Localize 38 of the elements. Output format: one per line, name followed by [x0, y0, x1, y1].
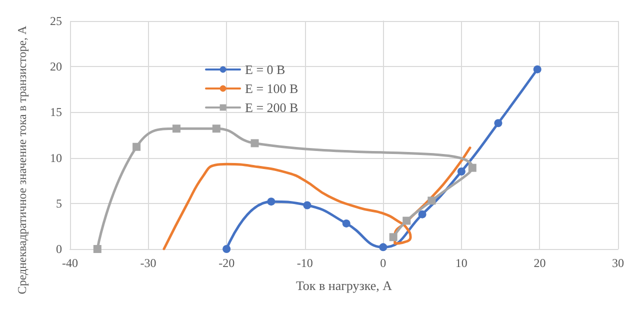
- point: [250, 139, 259, 148]
- point: [494, 119, 502, 128]
- x-tick-label: -40: [62, 256, 78, 270]
- y-tick-label: 5: [56, 196, 62, 210]
- point: [267, 198, 276, 206]
- y-tick-label: 25: [50, 14, 62, 28]
- legend-label: E = 200 В: [245, 100, 299, 115]
- x-tick-label: -20: [218, 256, 235, 270]
- y-tick-label: 15: [50, 105, 62, 120]
- x-tick-label: -10: [296, 256, 313, 270]
- point: [418, 210, 426, 218]
- point: [172, 124, 180, 133]
- point: [132, 142, 141, 151]
- y-tick-label: 10: [50, 150, 62, 165]
- point: [468, 164, 476, 172]
- x-tick-label: 10: [455, 256, 468, 270]
- point: [389, 233, 398, 242]
- x-tick-label: 0: [380, 256, 386, 270]
- legend-label: E = 100 В: [245, 81, 299, 96]
- x-tick-label: 20: [534, 256, 546, 270]
- y-tick-label: 20: [50, 60, 62, 74]
- point: [303, 201, 312, 210]
- x-axis-title: Ток в нагрузке, А: [296, 278, 393, 293]
- x-tick-label: 30: [612, 256, 624, 270]
- legend-label: E = 0 В: [245, 62, 286, 77]
- line-series: [162, 146, 472, 250]
- point: [457, 167, 466, 176]
- point: [402, 216, 411, 225]
- point: [379, 243, 388, 252]
- y-tick-label: 0: [56, 242, 62, 256]
- point: [342, 219, 350, 228]
- point: [212, 124, 220, 133]
- y-axis-title: Среднеквадратичное значение тока в транзисторе, А: [15, 25, 29, 294]
- point: [533, 65, 542, 74]
- point: [428, 196, 436, 205]
- point: [93, 245, 102, 253]
- x-tick-label: -30: [140, 256, 156, 270]
- point: [222, 245, 231, 253]
